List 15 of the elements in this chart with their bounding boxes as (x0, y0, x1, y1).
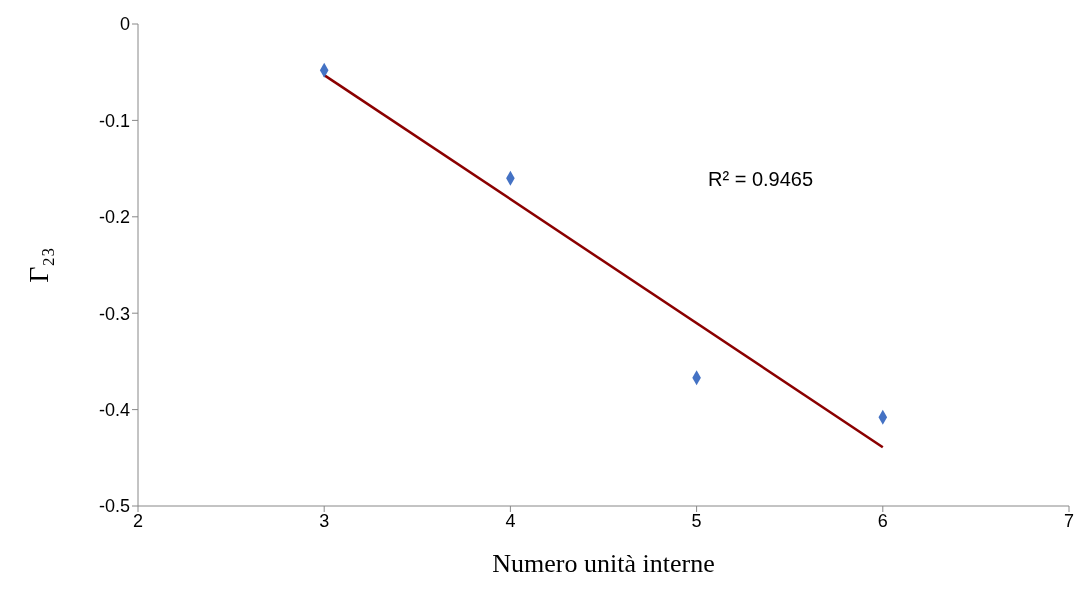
x-tick-label: 4 (505, 510, 516, 531)
x-tick-label: 3 (319, 510, 330, 531)
y-tick-label: -0.5 (98, 496, 130, 517)
x-tick-label: 6 (877, 510, 888, 531)
x-axis-title: Numero unità interne (492, 549, 715, 578)
y-axis-title: Γ₂₃ (22, 247, 54, 283)
x-tick-label: 7 (1063, 510, 1075, 531)
y-tick-label: -0.4 (98, 399, 130, 420)
y-tick-label: 0 (119, 14, 130, 35)
y-tick-label: -0.3 (98, 303, 130, 324)
y-tick-label: -0.1 (98, 110, 130, 131)
annotation: R² = 0.9465 (708, 168, 814, 191)
x-tick-label: 5 (691, 510, 702, 531)
y-tick-label: -0.2 (98, 207, 130, 228)
x-tick-label: 2 (132, 510, 144, 531)
